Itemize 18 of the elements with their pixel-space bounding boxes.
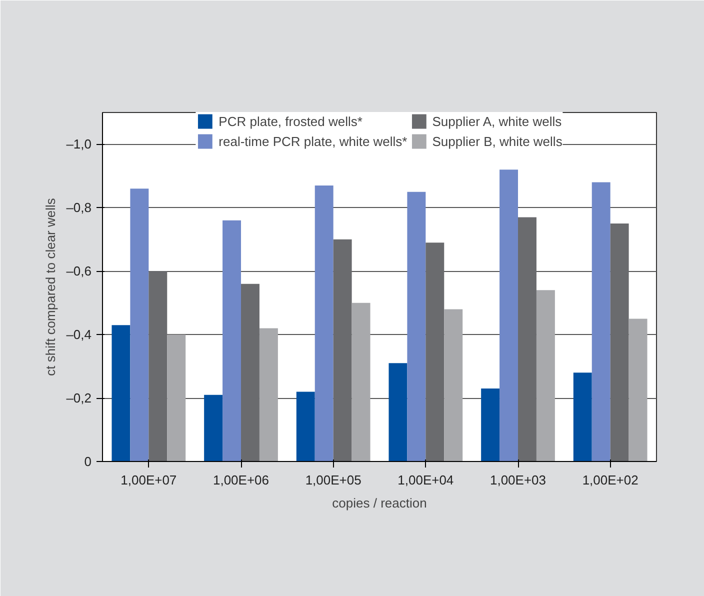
x-tick-label: 1,00E+02 bbox=[582, 472, 638, 488]
x-tick-label: 1,00E+05 bbox=[305, 472, 362, 488]
x-tick-label: 1,00E+03 bbox=[490, 472, 546, 488]
y-axis-title: ct shift compared to clear wells bbox=[43, 198, 58, 376]
y-tick-label: –0,8 bbox=[66, 200, 92, 216]
y-tick-label: –1,0 bbox=[66, 136, 92, 152]
legend-label: PCR plate, frosted wells* bbox=[218, 114, 362, 128]
x-tick-label: 1,00E+07 bbox=[120, 472, 177, 488]
y-tick-label: –0,4 bbox=[66, 327, 92, 342]
x-axis-title: copies / reaction bbox=[332, 496, 427, 510]
y-tick-label: –0,6 bbox=[66, 264, 92, 279]
x-tick-label: 1,00E+04 bbox=[398, 472, 454, 488]
y-tick-label: 0 bbox=[84, 454, 92, 469]
legend-label: Supplier A, white wells bbox=[432, 114, 562, 128]
y-tick-label: –0,2 bbox=[66, 390, 92, 406]
legend-label: Supplier B, white wells bbox=[432, 134, 562, 148]
legend-label: real-time PCR plate, white wells* bbox=[218, 134, 408, 148]
x-tick-label: 1,00E+06 bbox=[212, 472, 270, 488]
